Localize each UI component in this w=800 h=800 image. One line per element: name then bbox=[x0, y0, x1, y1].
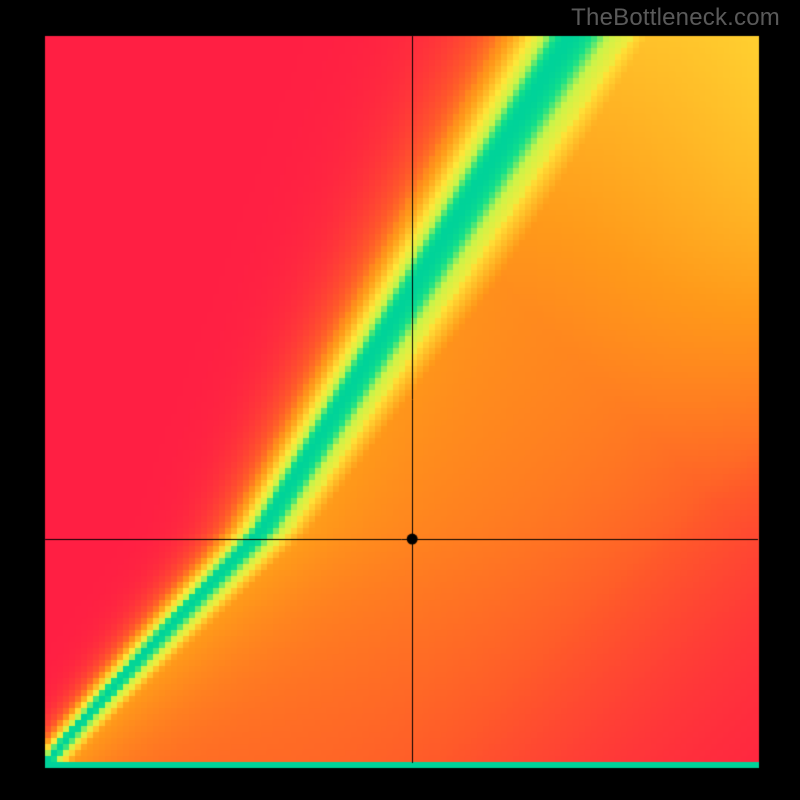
watermark-text: TheBottleneck.com bbox=[571, 4, 780, 32]
crosshair-overlay bbox=[0, 0, 800, 800]
chart-container: TheBottleneck.com bbox=[0, 0, 800, 800]
